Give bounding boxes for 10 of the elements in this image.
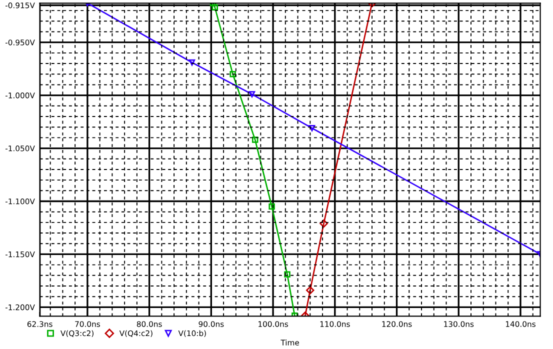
point: [306, 286, 314, 294]
point: [308, 125, 316, 132]
point: [212, 4, 218, 11]
point: [248, 91, 256, 98]
point: [252, 136, 258, 143]
point: [188, 59, 196, 66]
point: [284, 271, 290, 278]
point: [268, 203, 275, 210]
point: [230, 70, 236, 78]
point: [320, 219, 328, 228]
